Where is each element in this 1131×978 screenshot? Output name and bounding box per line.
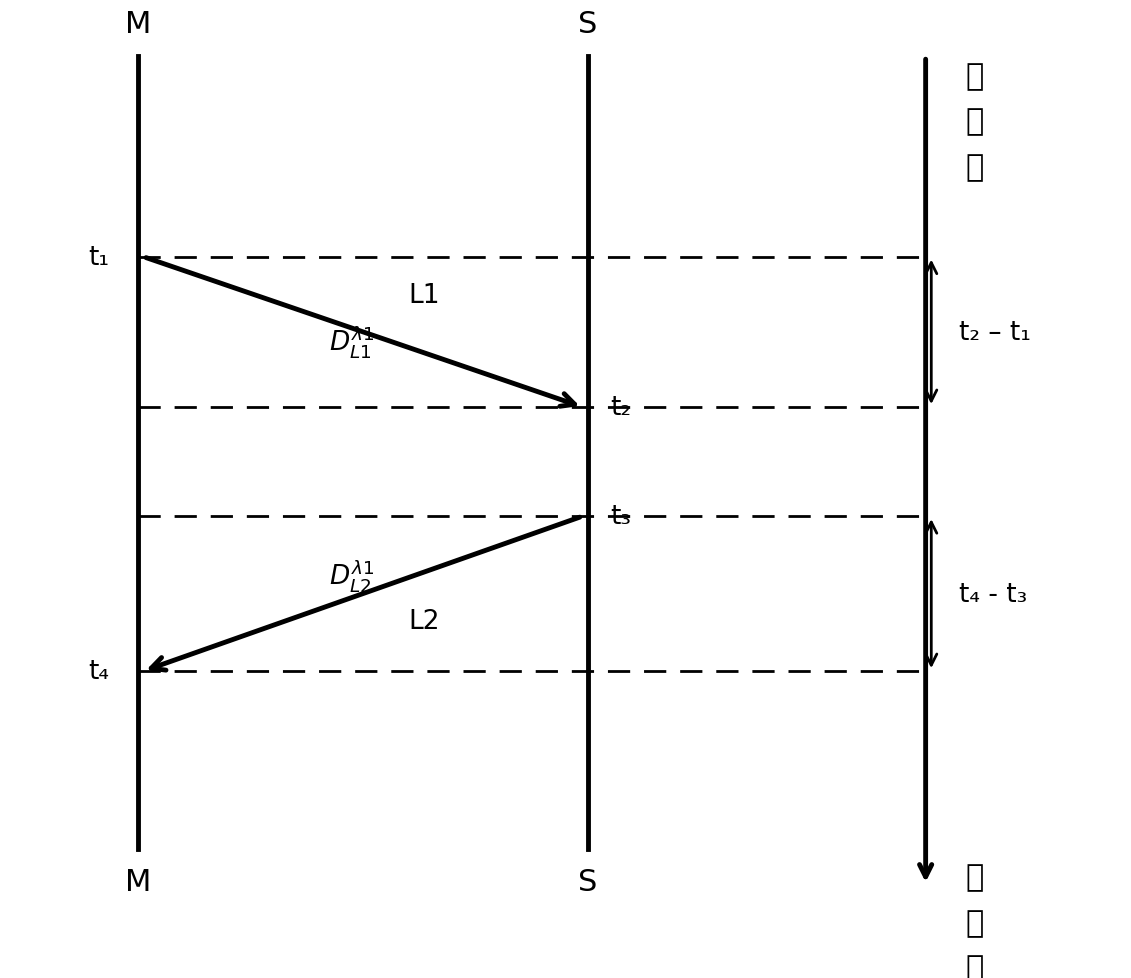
Text: 轴: 轴 xyxy=(965,954,983,978)
Text: t₁: t₁ xyxy=(88,244,110,271)
Text: M: M xyxy=(124,867,152,896)
Text: 时: 时 xyxy=(965,863,983,891)
Text: L2: L2 xyxy=(408,608,440,635)
Text: L1: L1 xyxy=(408,284,440,309)
Text: S: S xyxy=(578,867,597,896)
Text: t₃: t₃ xyxy=(611,504,631,530)
Text: 轴: 轴 xyxy=(965,153,983,182)
Text: $D_{L2}^{\lambda 1}$: $D_{L2}^{\lambda 1}$ xyxy=(329,557,374,594)
Text: t₂: t₂ xyxy=(611,394,631,421)
Text: t₄: t₄ xyxy=(88,658,110,685)
Text: 间: 间 xyxy=(965,108,983,136)
Text: M: M xyxy=(124,10,152,39)
Text: t₄ - t₃: t₄ - t₃ xyxy=(959,581,1028,607)
Text: $D_{L1}^{\lambda 1}$: $D_{L1}^{\lambda 1}$ xyxy=(329,324,374,360)
Text: t₂ – t₁: t₂ – t₁ xyxy=(959,320,1031,345)
Text: 间: 间 xyxy=(965,908,983,937)
Text: S: S xyxy=(578,10,597,39)
Text: 时: 时 xyxy=(965,62,983,91)
